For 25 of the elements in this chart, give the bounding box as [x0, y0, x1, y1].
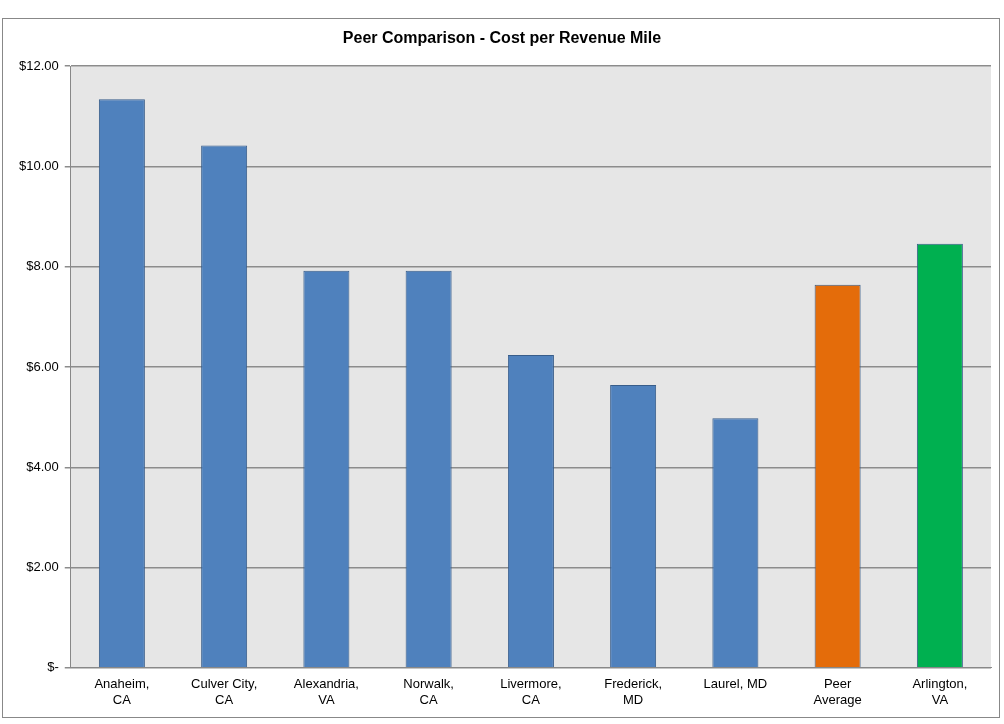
category-label: CA — [112, 691, 131, 707]
chart-title: Peer Comparison - Cost per Revenue Mile — [342, 29, 662, 47]
category-label: CA — [215, 691, 234, 707]
y-tick-label: $4.00 — [26, 458, 59, 474]
category-label: Peer — [823, 676, 852, 692]
category-label: Average — [813, 691, 862, 707]
category-label: MD — [623, 691, 644, 707]
category-label: VA — [318, 691, 335, 707]
category-label: Alexandria, — [293, 676, 359, 692]
category-label: Arlington, — [912, 676, 968, 692]
category-label: Frederick, — [604, 676, 663, 692]
y-tick-label: $12.00 — [19, 57, 59, 73]
category-label: VA — [931, 691, 949, 707]
y-tick-label: $10.00 — [19, 158, 59, 174]
y-tick-label: $- — [47, 659, 59, 675]
y-tick-label: $8.00 — [26, 258, 59, 274]
category-label: Anaheim, — [94, 676, 150, 692]
category-label: Norwalk, — [403, 676, 454, 692]
category-label: Livermore, — [500, 676, 562, 692]
y-tick-label: $2.00 — [26, 559, 59, 575]
category-label: Culver City, — [191, 676, 258, 692]
y-tick-label: $6.00 — [26, 358, 59, 374]
category-label: CA — [521, 691, 540, 707]
x-tick-label: Laurel, MD — [703, 676, 768, 692]
category-label: CA — [419, 691, 438, 707]
